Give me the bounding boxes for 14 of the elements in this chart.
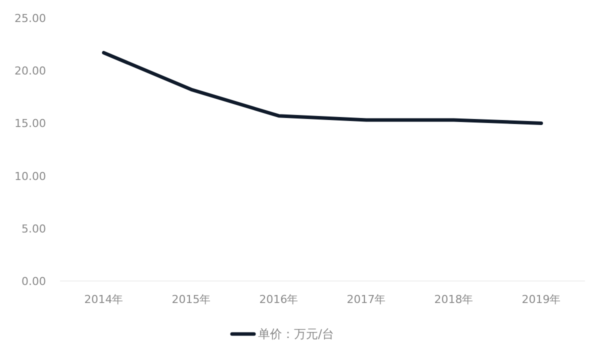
y-tick-label: 10.00 (14, 170, 46, 183)
line-series (102, 50, 543, 125)
legend-label: 单价：万元/台 (258, 327, 334, 341)
x-tick-label: 2018年 (434, 293, 474, 306)
y-tick-label: 0.00 (22, 275, 46, 288)
x-tick-label: 2015年 (172, 293, 211, 306)
y-tick-label: 20.00 (14, 64, 46, 78)
y-tick-label: 15.00 (14, 117, 46, 130)
y-tick-label: 25.00 (14, 12, 46, 25)
x-tick-label: 2017年 (346, 293, 386, 306)
x-tick-label: 2019年 (522, 293, 561, 306)
x-tick-label: 2014年 (84, 293, 124, 306)
x-tick-label: 2016年 (259, 293, 298, 306)
y-tick-label: 5.00 (22, 222, 46, 236)
